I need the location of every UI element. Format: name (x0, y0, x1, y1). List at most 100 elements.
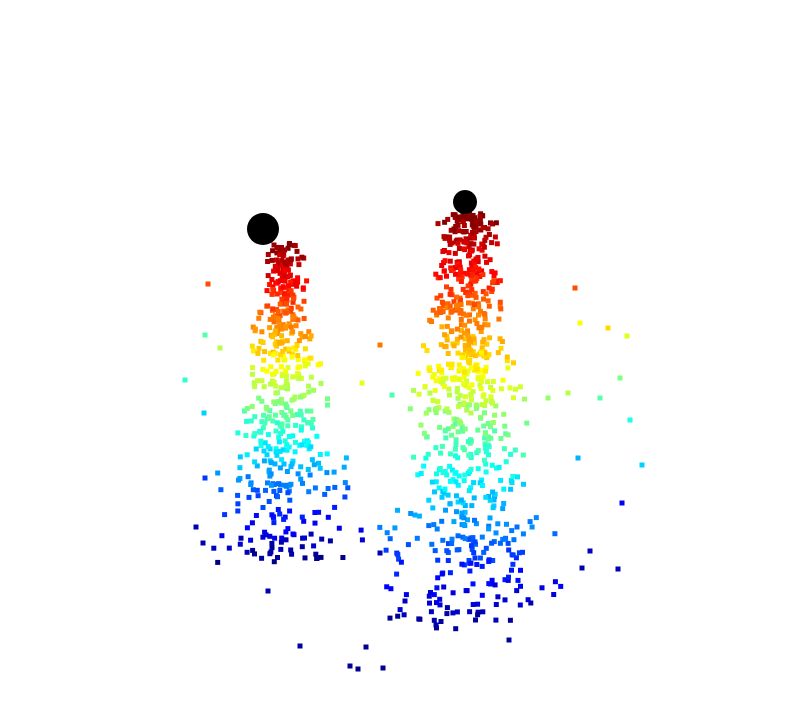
data-point (280, 348, 286, 354)
data-point (398, 559, 404, 565)
data-point (202, 475, 208, 481)
data-point (462, 536, 468, 542)
data-point (290, 374, 296, 380)
data-point (501, 411, 507, 417)
data-point (300, 285, 306, 291)
data-point (279, 258, 285, 264)
data-point (269, 482, 274, 488)
data-point (284, 295, 289, 301)
data-point (498, 306, 504, 312)
data-point (317, 361, 323, 367)
data-point (276, 439, 282, 445)
data-point (311, 462, 317, 468)
data-point (250, 547, 256, 553)
data-point (444, 472, 450, 478)
data-point (482, 237, 488, 243)
data-point (416, 616, 422, 622)
data-point (267, 408, 273, 414)
data-point (447, 478, 453, 484)
data-point (428, 609, 434, 615)
data-point (274, 325, 280, 331)
data-point (498, 345, 504, 351)
data-point (253, 446, 259, 452)
data-point (452, 212, 458, 218)
data-point (450, 477, 456, 483)
data-point (470, 389, 476, 395)
data-point (298, 464, 304, 470)
data-point (498, 436, 504, 441)
data-point (463, 347, 468, 353)
data-point (492, 270, 498, 276)
data-point (395, 507, 400, 513)
data-point (447, 234, 453, 240)
data-point (452, 421, 458, 427)
data-point (237, 541, 243, 547)
data-point (270, 371, 275, 377)
data-point (474, 562, 480, 567)
data-point (268, 549, 274, 555)
data-point (295, 256, 301, 262)
data-point (440, 309, 446, 315)
data-point (246, 494, 252, 500)
data-point (273, 368, 279, 374)
data-point (285, 245, 291, 251)
data-point (477, 555, 483, 561)
data-point (431, 592, 437, 598)
data-point (236, 477, 241, 483)
data-point (259, 555, 265, 561)
data-point (463, 236, 469, 242)
data-point (502, 597, 508, 603)
data-point (475, 259, 481, 265)
data-point (314, 433, 320, 439)
data-point (472, 290, 478, 296)
data-point (475, 376, 481, 382)
data-point (486, 581, 492, 587)
data-point (182, 377, 188, 383)
peak-marker (247, 213, 279, 245)
data-point (402, 598, 408, 604)
data-point (271, 559, 277, 565)
data-point (450, 610, 456, 616)
data-point (433, 479, 439, 485)
data-point (272, 461, 278, 467)
data-point (472, 555, 478, 561)
data-point (440, 249, 446, 254)
data-point (455, 222, 461, 228)
scatter-points-layer (182, 210, 645, 672)
data-point (421, 430, 427, 436)
data-point (456, 473, 462, 479)
data-point (513, 386, 518, 392)
data-point (465, 283, 471, 289)
data-point (254, 463, 260, 469)
data-point (495, 594, 501, 600)
data-point (266, 467, 272, 473)
data-point (283, 383, 289, 389)
data-point (201, 410, 207, 416)
data-point (249, 520, 255, 526)
data-point (460, 500, 466, 506)
data-point (505, 577, 511, 583)
data-point (275, 316, 281, 321)
data-point (306, 389, 312, 395)
data-point (444, 548, 450, 554)
data-point (355, 666, 361, 672)
data-point (508, 486, 514, 492)
data-point (279, 410, 285, 415)
data-point (460, 311, 466, 317)
data-point (462, 330, 467, 336)
data-point (401, 612, 407, 618)
data-point (288, 305, 294, 311)
data-point (497, 278, 503, 284)
data-point (457, 393, 463, 399)
data-point (264, 288, 270, 294)
data-point (200, 540, 206, 546)
data-point (434, 600, 439, 606)
data-point (300, 480, 305, 486)
data-point (617, 375, 623, 381)
data-point (324, 470, 330, 476)
data-point (310, 416, 316, 422)
data-point (474, 321, 480, 326)
data-point (430, 505, 436, 511)
data-point (439, 299, 445, 305)
data-point (461, 380, 467, 386)
